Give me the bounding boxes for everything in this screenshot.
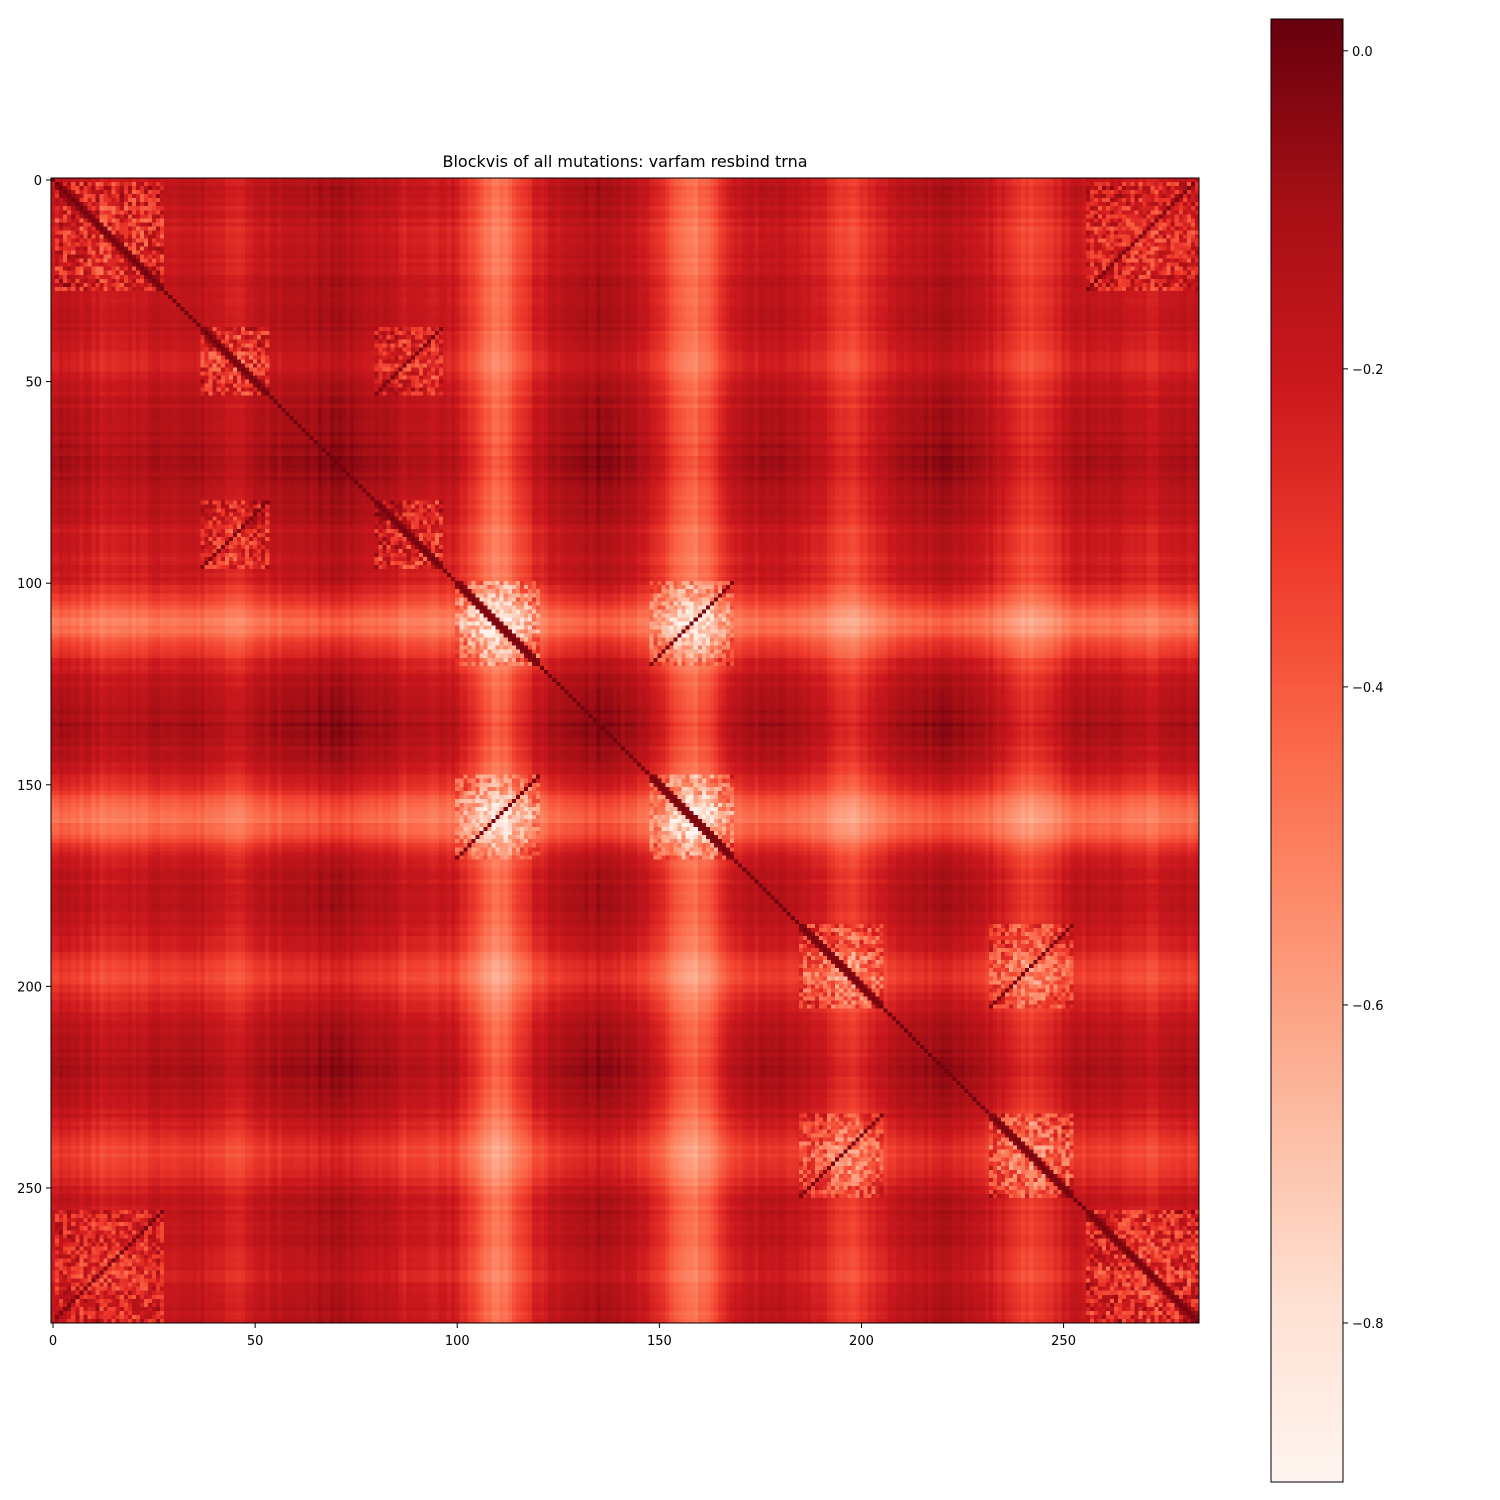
x-tick-label: 200: [849, 1334, 874, 1349]
y-tick-label: 250: [17, 1182, 42, 1197]
colorbar-tick-label: −0.8: [1352, 1317, 1384, 1332]
colorbar-tick-label: −0.4: [1352, 681, 1384, 696]
x-tick-label: 0: [49, 1334, 57, 1349]
x-tick-label: 100: [445, 1334, 470, 1349]
y-tick-label: 200: [17, 980, 42, 995]
y-tick-label: 50: [25, 376, 42, 391]
colorbar-tick-label: 0.0: [1352, 45, 1373, 60]
y-tick-label: 150: [17, 779, 42, 794]
colorbar: [1270, 18, 1344, 1483]
x-tick-label: 150: [647, 1334, 672, 1349]
heatmap-image: [51, 178, 1199, 1323]
x-axis: 0 50 100 150 200 250: [49, 1323, 1076, 1349]
colorbar-tick-label: −0.2: [1352, 363, 1384, 378]
y-tick-label: 100: [17, 577, 42, 592]
heatmap-cells: [51, 178, 1199, 1323]
x-tick-label: 250: [1051, 1334, 1076, 1349]
colorbar-tick-label: −0.6: [1352, 999, 1384, 1014]
colorbar-axis: 0.0 −0.2 −0.4 −0.6 −0.8: [1343, 45, 1384, 1332]
y-tick-label: 0: [34, 174, 42, 189]
x-tick-label: 50: [247, 1334, 264, 1349]
y-axis: 0 50 100 150 200 250: [17, 174, 51, 1197]
chart-title: Blockvis of all mutations: varfam resbin…: [442, 152, 807, 171]
plot-frame: [50, 177, 1200, 1324]
